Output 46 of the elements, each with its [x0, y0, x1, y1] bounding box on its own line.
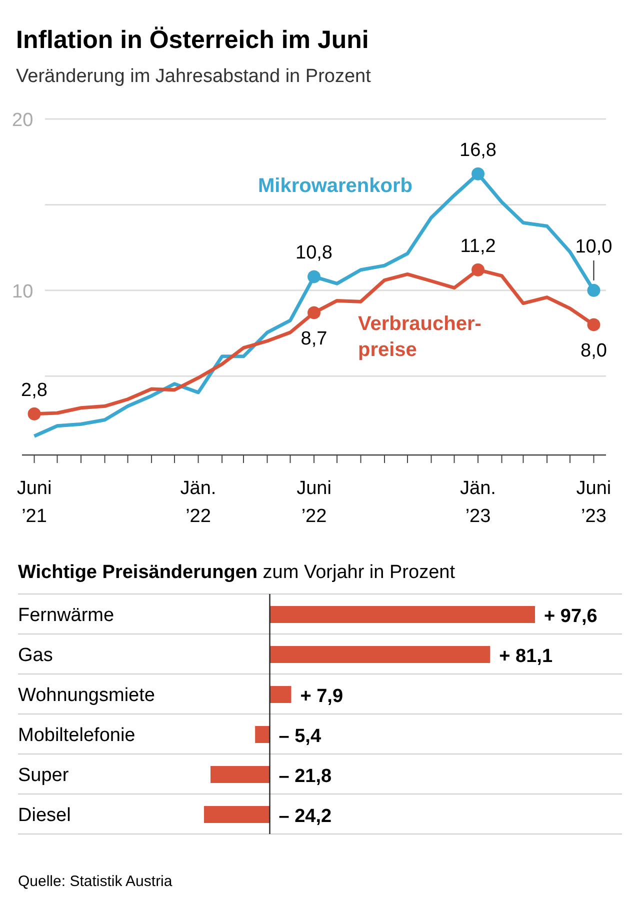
data-label: + 97,6: [544, 606, 598, 627]
data-label: 8,0: [580, 340, 607, 362]
chart-title: Inflation in Österreich im Juni: [16, 26, 369, 54]
data-label: 16,8: [460, 140, 497, 161]
bar: [204, 806, 270, 823]
x-tick-label: Juni ’23: [576, 478, 612, 527]
point: [587, 284, 600, 297]
bar: [270, 606, 535, 623]
x-tick-label: Juni ’21: [16, 478, 52, 527]
chart-subtitle: Veränderung im Jahresabstand in Prozent: [16, 66, 372, 87]
data-label: – 21,8: [278, 766, 332, 787]
point: [28, 407, 41, 420]
point: [587, 318, 600, 332]
data-label: 10,8: [296, 242, 332, 264]
point: [308, 306, 320, 320]
data-label: 2,8: [21, 380, 48, 401]
bar: [270, 646, 490, 663]
data-label: 8,7: [300, 328, 328, 350]
y-tick-label: 20: [12, 110, 34, 131]
bar: [255, 726, 270, 743]
y-tick-label: 10: [12, 281, 34, 302]
point: [472, 263, 485, 276]
data-label: 11,2: [460, 236, 496, 257]
bar: [210, 766, 270, 783]
x-tick-label: Jän. ’22: [180, 478, 216, 527]
data-label: – 5,4: [278, 726, 322, 747]
x-tick-label: Juni ’22: [296, 478, 332, 527]
data-label: + 7,9: [300, 686, 344, 707]
chart-title: Wichtige Preisänderungen: [18, 562, 258, 583]
y-tick-label: Super: [18, 765, 70, 786]
y-tick-label: Wohnungsmiete: [18, 685, 155, 706]
data-label: + 81,1: [499, 646, 553, 667]
point: [308, 270, 320, 284]
series-label: Mikrowarenkorb: [258, 175, 412, 197]
y-tick-label: Fernwärme: [18, 605, 114, 626]
y-tick-label: Mobiltelefonie: [18, 725, 136, 746]
source-note: Quelle: Statistik Austria: [18, 873, 173, 890]
data-label: 10,0: [575, 236, 612, 258]
x-tick-label: Jän. ’23: [460, 478, 496, 527]
point: [472, 167, 485, 180]
chart-subtitle: zum Vorjahr in Prozent: [262, 562, 456, 583]
data-label: – 24,2: [278, 806, 332, 827]
y-tick-label: Diesel: [18, 805, 71, 826]
y-tick-label: Gas: [18, 645, 53, 666]
series-label: Verbraucher- preise: [358, 313, 482, 361]
bar: [270, 686, 292, 703]
